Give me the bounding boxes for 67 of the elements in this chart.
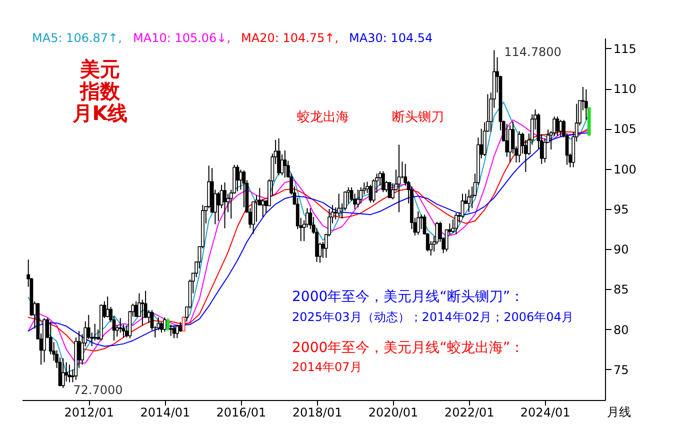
y-tick-label: 90 <box>614 242 629 257</box>
candlestick <box>505 123 509 158</box>
candlestick <box>118 318 122 334</box>
candlestick <box>368 184 372 204</box>
y-tick-label: 115 <box>614 42 636 56</box>
y-tick-label: 105 <box>614 122 636 136</box>
candlestick <box>93 323 97 342</box>
annotation: 2000年至今，美元月线“断头铡刀”： <box>292 289 524 305</box>
candlestick <box>68 364 72 383</box>
y-tick-label: 110 <box>614 82 636 96</box>
candlestick <box>277 138 280 176</box>
candlestick <box>175 324 179 339</box>
candlestick <box>160 322 164 334</box>
text: MA10: 105.06↓, <box>133 31 231 45</box>
annotation: 蛟龙出海 <box>297 110 349 125</box>
candlestick <box>106 296 110 318</box>
candlestick <box>518 130 522 163</box>
x-tick-label: 2022/01 <box>444 406 494 420</box>
y-tick-label: 80 <box>614 322 629 337</box>
candlestick <box>467 189 471 213</box>
candlestick <box>169 324 173 336</box>
candlestick <box>261 198 265 218</box>
x-tick-label: 2020/01 <box>368 406 418 420</box>
x-tick-label: 2024/01 <box>520 406 570 420</box>
y-tick-label: 75 <box>614 363 629 377</box>
candlestick <box>223 182 226 229</box>
candlestick <box>216 192 220 222</box>
candlestick <box>381 170 385 193</box>
x-axis-title: 月线 <box>607 405 631 419</box>
candlestick <box>283 150 287 178</box>
candlestick <box>416 210 420 236</box>
annotation: 114.7800 <box>504 45 562 60</box>
x-tick-label: 2016/01 <box>216 406 266 420</box>
y-tick-label: 85 <box>614 282 629 297</box>
y-tick-label: 100 <box>614 162 636 176</box>
candlestick <box>61 358 65 388</box>
candlestick <box>454 212 458 234</box>
x-tick-label: 2012/01 <box>64 406 114 420</box>
x-tick-label: 2014/01 <box>140 406 190 420</box>
candlestick <box>584 88 588 120</box>
text: MA20: 104.75↑, <box>241 31 339 45</box>
candlestick <box>334 206 338 220</box>
text: MA5: 106.87↑, <box>32 31 122 45</box>
annotation: 2014年07月 <box>292 360 362 374</box>
candlestick <box>397 144 401 213</box>
candlestick <box>238 169 242 190</box>
candlestick <box>337 193 341 217</box>
y-tick-label: 95 <box>614 202 629 216</box>
candlestick <box>558 119 562 138</box>
candlestick <box>308 208 312 230</box>
x-tick-label: 2018/01 <box>292 406 342 420</box>
annotation: 2025年03月（动态）；2014年02月；2006年04月 <box>292 310 574 324</box>
candlestick <box>543 138 547 163</box>
annotation: 2000年至今，美元月线“蛟龙出海”： <box>292 340 524 356</box>
candlestick <box>172 326 176 339</box>
candlestick <box>178 322 182 332</box>
annotation: 72.7000 <box>73 382 123 397</box>
candlestick <box>556 116 560 136</box>
candlestick <box>359 186 363 204</box>
candlestick <box>64 362 68 382</box>
text: MA30: 104.54 <box>349 31 433 45</box>
text: 美元指数月K线 <box>71 57 128 125</box>
candlestick <box>166 318 170 332</box>
candlestick <box>508 124 512 163</box>
candlestick <box>254 194 258 222</box>
annotation: 断头铡刀 <box>392 110 444 125</box>
candlestick <box>163 316 166 332</box>
